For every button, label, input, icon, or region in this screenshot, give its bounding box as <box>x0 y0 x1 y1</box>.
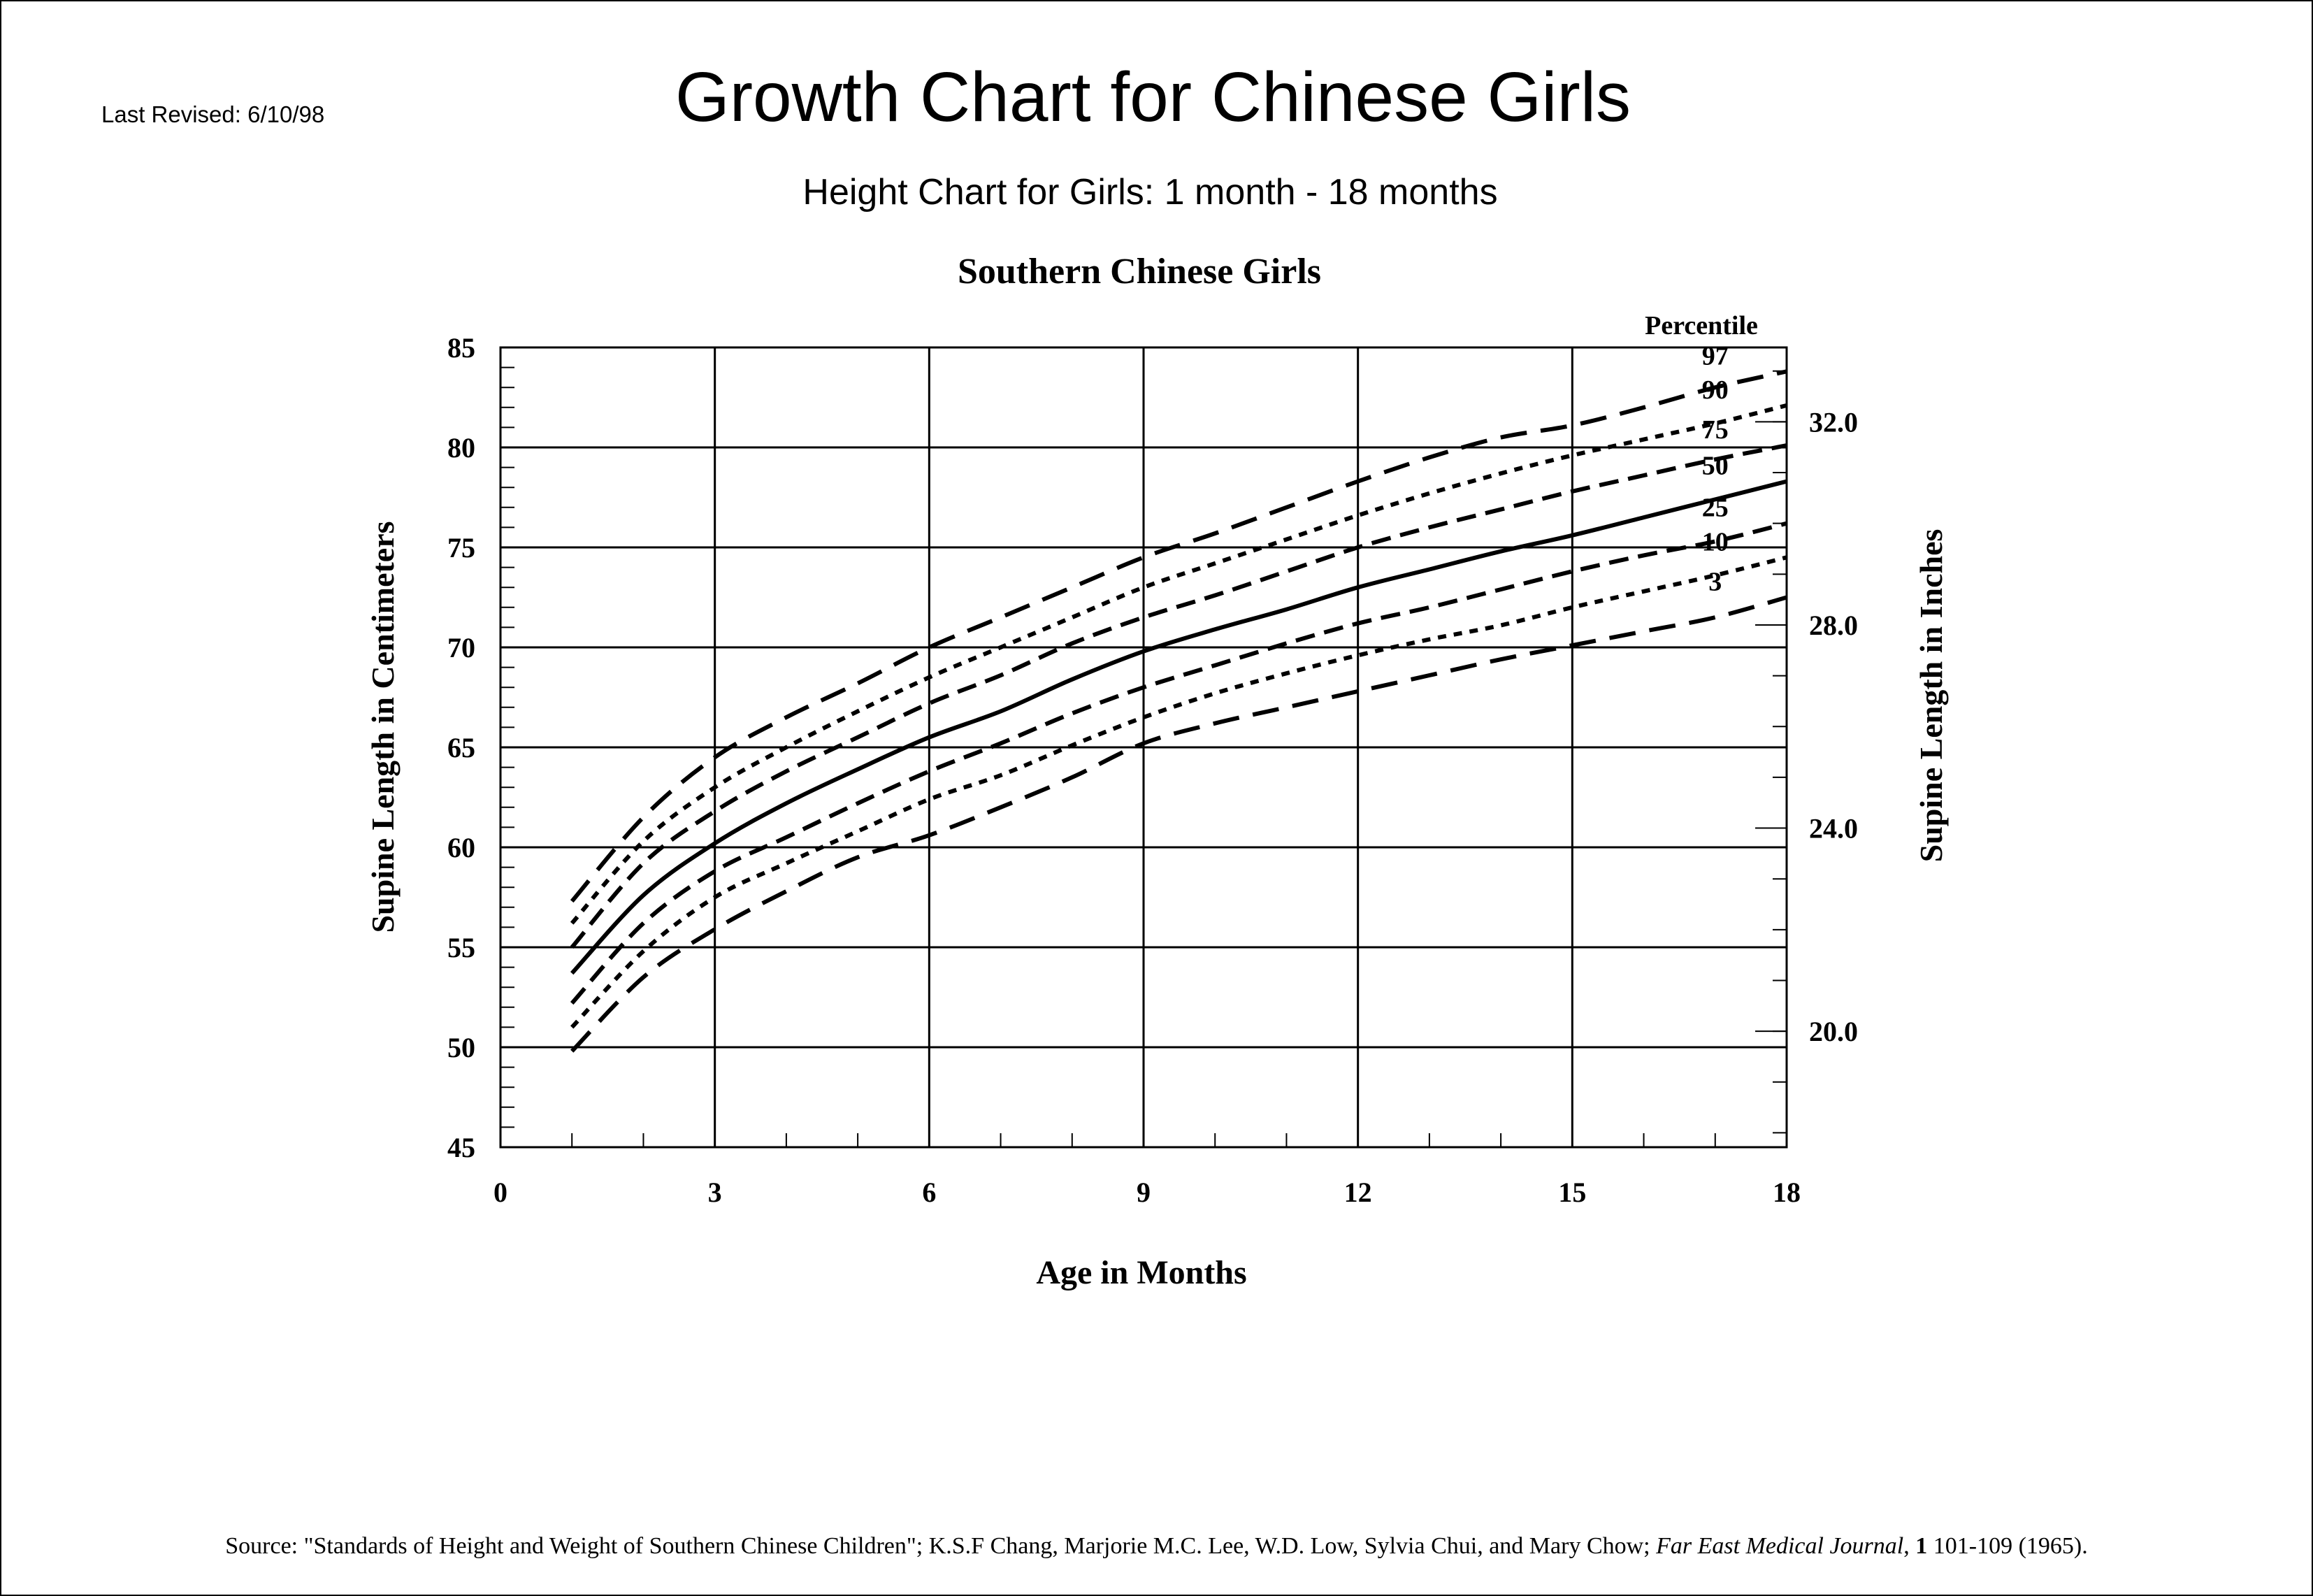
percentile-labels: 97 90 75 50 25 10 3 <box>1702 341 1729 596</box>
percentile-curve-90 <box>570 403 1787 925</box>
y-right-tick-label: 28.0 <box>1809 610 1858 641</box>
chart-title: Southern Chinese Girls <box>958 252 1321 292</box>
tick-labels: 20.0 24.0 28.0 32.0 45 50 55 60 65 70 75 80 85 0 3 6 9 12… <box>447 332 1858 1208</box>
percentile-curve-10 <box>570 555 1787 1029</box>
y-tick-label: 65 <box>447 732 475 763</box>
percentile-curve-75 <box>570 443 1787 949</box>
y-tick-label: 85 <box>447 332 475 364</box>
journal-name: Far East Medical Journal <box>1656 1533 1904 1559</box>
y-tick-label: 55 <box>447 932 475 963</box>
x-tick-label: 3 <box>708 1177 722 1208</box>
x-tick-label: 0 <box>493 1177 507 1208</box>
percentile-label-50: 50 <box>1702 452 1729 481</box>
y-axis-label-left: Supine Length in Centimeters <box>365 521 401 933</box>
percentile-label-3: 3 <box>1708 568 1722 597</box>
y-tick-label: 45 <box>447 1132 475 1163</box>
y-right-tick-label: 20.0 <box>1809 1016 1858 1047</box>
y-tick-label: 75 <box>447 532 475 563</box>
x-tick-label: 6 <box>922 1177 936 1208</box>
page-subtitle: Height Chart for Girls: 1 month - 18 mon… <box>0 171 2313 213</box>
percentile-label-90: 90 <box>1702 375 1729 405</box>
percentile-curves <box>570 369 1787 1053</box>
page-subtitle-text: Height Chart for Girls: 1 month - 18 mon… <box>802 172 1498 213</box>
axis-ticks <box>500 366 1787 1147</box>
x-tick-label: 12 <box>1344 1177 1372 1208</box>
y-right-tick-label: 32.0 <box>1809 406 1858 438</box>
x-tick-label: 9 <box>1137 1177 1151 1208</box>
percentile-label-10: 10 <box>1702 527 1729 556</box>
source-citation: Source: "Standards of Height and Weight … <box>225 1533 2088 1559</box>
percentile-curve-25 <box>570 521 1787 1005</box>
y-right-tick-label: 24.0 <box>1809 813 1858 844</box>
y-tick-label: 50 <box>447 1032 475 1063</box>
percentile-curve-3 <box>570 595 1787 1053</box>
y-tick-label: 70 <box>447 632 475 663</box>
x-tick-label: 15 <box>1558 1177 1586 1208</box>
page-title: Growth Chart for Chinese Girls <box>0 57 2313 138</box>
grid <box>499 346 1788 1149</box>
percentile-label-75: 75 <box>1702 415 1729 445</box>
x-axis-label: Age in Months <box>1036 1254 1246 1291</box>
y-tick-label: 80 <box>447 432 475 463</box>
percentile-curve-50 <box>570 479 1787 975</box>
journal-volume: 1 <box>1915 1533 1928 1559</box>
page-title-text: Growth Chart for Chinese Girls <box>675 58 1631 136</box>
journal-pages-year: 101-109 (1965). <box>1927 1533 2088 1559</box>
y-tick-label: 60 <box>447 832 475 863</box>
x-tick-label: 18 <box>1773 1177 1801 1208</box>
percentile-label-25: 25 <box>1702 494 1729 523</box>
legend-title: Percentile <box>1645 311 1758 340</box>
percentile-label-97: 97 <box>1702 341 1729 371</box>
source-prefix: Source: "Standards of Height and Weight … <box>225 1533 1657 1559</box>
percentile-curve-97 <box>570 369 1787 903</box>
last-revised-date: Last Revised: 6/10/98 <box>101 101 325 127</box>
y-axis-label-right: Supine Length in Inches <box>1913 529 1949 863</box>
